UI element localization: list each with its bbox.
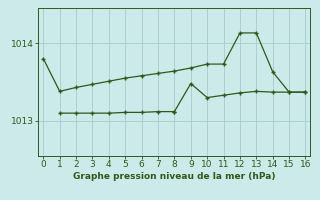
X-axis label: Graphe pression niveau de la mer (hPa): Graphe pression niveau de la mer (hPa) (73, 172, 276, 181)
